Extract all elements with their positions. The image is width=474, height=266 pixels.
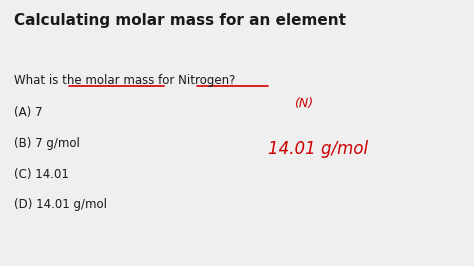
Text: (N): (N) [294, 97, 313, 110]
Text: What is the molar mass for Nitrogen?: What is the molar mass for Nitrogen? [14, 74, 236, 88]
Text: Calculating molar mass for an element: Calculating molar mass for an element [14, 13, 346, 28]
Text: (C) 14.01: (C) 14.01 [14, 168, 69, 181]
Text: (A) 7: (A) 7 [14, 106, 43, 119]
Text: 14.01 g/mol: 14.01 g/mol [268, 140, 368, 158]
Text: (D) 14.01 g/mol: (D) 14.01 g/mol [14, 198, 107, 211]
Text: (B) 7 g/mol: (B) 7 g/mol [14, 137, 80, 150]
